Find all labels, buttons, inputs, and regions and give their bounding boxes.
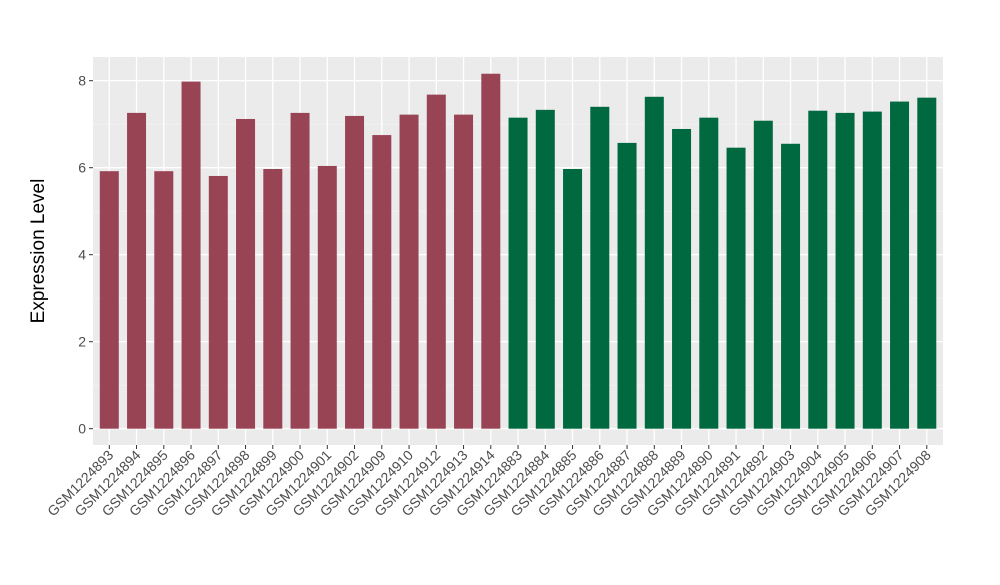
x-axis: GSM1224893GSM1224894GSM1224895GSM1224896… xyxy=(44,445,934,519)
bar-GSM1224901 xyxy=(317,165,337,429)
bar-GSM1224903 xyxy=(781,143,801,429)
bar-GSM1224906 xyxy=(862,111,882,429)
bar-GSM1224904 xyxy=(808,110,828,429)
bar-GSM1224897 xyxy=(208,175,228,429)
bar-GSM1224909 xyxy=(372,135,392,429)
y-tick-label: 6 xyxy=(78,160,86,176)
bars xyxy=(99,73,937,429)
bar-GSM1224908 xyxy=(917,97,937,429)
bar-GSM1224890 xyxy=(699,117,719,429)
y-tick-label: 0 xyxy=(78,421,86,437)
bar-GSM1224907 xyxy=(890,101,910,429)
bar-GSM1224883 xyxy=(508,117,528,429)
bar-GSM1224912 xyxy=(426,94,446,429)
bar-GSM1224905 xyxy=(835,112,855,429)
bar-GSM1224888 xyxy=(644,96,664,429)
bar-GSM1224913 xyxy=(454,114,474,429)
bar-GSM1224893 xyxy=(99,171,119,429)
y-tick-label: 2 xyxy=(78,334,86,350)
y-axis: 0 2 4 6 8 xyxy=(78,73,93,437)
y-tick-label: 4 xyxy=(78,247,86,263)
bar-GSM1224891 xyxy=(726,147,746,429)
bar-GSM1224884 xyxy=(535,109,555,429)
bar-GSM1224898 xyxy=(236,118,256,429)
bar-GSM1224886 xyxy=(590,106,610,429)
bar-GSM1224885 xyxy=(563,169,583,429)
bar-GSM1224910 xyxy=(399,114,419,429)
bar-GSM1224899 xyxy=(263,169,283,429)
y-tick-label: 8 xyxy=(78,73,86,89)
bar-GSM1224894 xyxy=(127,112,147,429)
bar-GSM1224902 xyxy=(345,115,365,429)
bar-GSM1224887 xyxy=(617,142,637,429)
bar-GSM1224892 xyxy=(753,120,773,429)
bar-GSM1224900 xyxy=(290,112,310,429)
bar-GSM1224889 xyxy=(672,128,692,429)
bar-GSM1224896 xyxy=(181,81,201,429)
y-axis-label: Expression Level xyxy=(28,179,49,324)
bar-GSM1224914 xyxy=(481,73,501,429)
bar-GSM1224895 xyxy=(154,171,174,429)
